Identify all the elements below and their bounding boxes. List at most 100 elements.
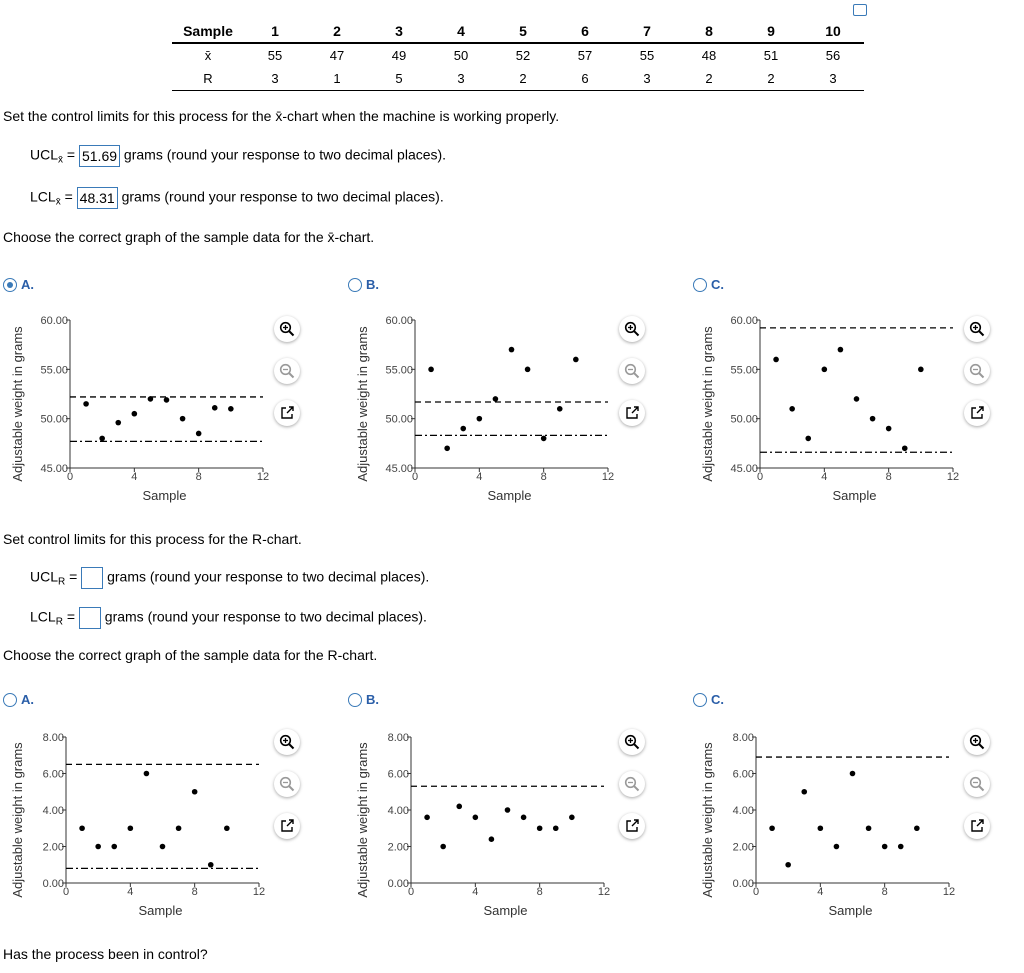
hint: grams (round your response to two decima… bbox=[121, 188, 444, 205]
x-tick-label: 12 bbox=[598, 886, 610, 898]
zoom-out-button[interactable] bbox=[964, 771, 990, 797]
zoom-in-button[interactable] bbox=[274, 729, 300, 755]
xbar-cell: 55 bbox=[639, 48, 655, 63]
data-point bbox=[524, 366, 531, 373]
x-tick-label: 4 bbox=[131, 471, 137, 483]
pop-out-button[interactable] bbox=[619, 400, 645, 426]
y-tick-label: 8.00 bbox=[43, 732, 64, 744]
ucl-r-input[interactable] bbox=[81, 567, 104, 589]
ucl-x-input[interactable]: 51.69 bbox=[78, 145, 121, 167]
samples-cell: 3 bbox=[368, 19, 430, 44]
y-tick-label: 0.00 bbox=[388, 878, 409, 890]
zoom-in-button[interactable] bbox=[964, 729, 990, 755]
pop-out-button[interactable] bbox=[964, 400, 990, 426]
lcl-r-input[interactable] bbox=[78, 607, 101, 629]
data-point bbox=[865, 825, 872, 832]
radio-icon[interactable] bbox=[693, 277, 707, 292]
radio-icon[interactable] bbox=[3, 277, 17, 292]
samples-cell: 7 bbox=[616, 19, 678, 44]
data-point bbox=[869, 415, 876, 422]
xbar-cell: 49 bbox=[391, 48, 407, 63]
data-point bbox=[472, 814, 479, 821]
data-point bbox=[195, 430, 202, 437]
option-label: B. bbox=[366, 692, 379, 707]
radio-icon[interactable] bbox=[693, 692, 707, 707]
zoom-in-icon bbox=[624, 321, 640, 337]
sample-table: Sample 1 2 3 4 5 6 7 8 9 10 x̄ 55 47 49 50 52 57 55 48 51 56… bbox=[172, 19, 864, 91]
zoom-in-button[interactable] bbox=[964, 316, 990, 342]
data-point bbox=[456, 803, 463, 810]
radio-icon[interactable] bbox=[3, 692, 17, 707]
y-axis-label: Adjustable weight in grams bbox=[355, 326, 370, 482]
x-tick-label: 8 bbox=[196, 471, 202, 483]
y-tick-label: 0.00 bbox=[43, 878, 64, 890]
pop-out-button[interactable] bbox=[619, 813, 645, 839]
y-tick-label: 55.00 bbox=[730, 364, 758, 376]
lcl-x-row: LCLx̄ = 48.31 grams (round your response… bbox=[30, 187, 444, 209]
option-radio-xC[interactable]: C. bbox=[693, 276, 724, 294]
footer-question: Has the process been in control? bbox=[3, 946, 208, 962]
pop-out-button[interactable] bbox=[964, 813, 990, 839]
zoom-in-icon bbox=[279, 321, 295, 337]
hint: grams (round your response to two decima… bbox=[123, 146, 447, 163]
y-tick-label: 0.00 bbox=[733, 878, 754, 890]
q1-graph-prompt: Choose the correct graph of the sample d… bbox=[3, 229, 375, 245]
zoom-out-button[interactable] bbox=[619, 358, 645, 384]
x-tick-label: 8 bbox=[882, 886, 888, 898]
zoom-out-button[interactable] bbox=[274, 358, 300, 384]
zoom-in-icon bbox=[624, 734, 640, 750]
lcl-x-input[interactable]: 48.31 bbox=[76, 187, 118, 209]
lcl-label: LCL bbox=[30, 608, 56, 625]
option-radio-rC[interactable]: C. bbox=[693, 691, 724, 709]
samples-cell: 2 bbox=[306, 19, 368, 44]
y-axis-label: Adjustable weight in grams bbox=[10, 326, 25, 482]
pop-out-button[interactable] bbox=[274, 400, 300, 426]
data-point bbox=[552, 825, 559, 832]
r-label: R bbox=[172, 67, 244, 91]
y-tick-label: 45.00 bbox=[385, 463, 413, 475]
copy-icon[interactable] bbox=[853, 4, 867, 16]
y-tick-label: 50.00 bbox=[730, 414, 758, 426]
pop-out-icon bbox=[971, 819, 984, 832]
data-point bbox=[115, 419, 122, 426]
radio-icon[interactable] bbox=[348, 277, 362, 292]
data-point bbox=[536, 825, 543, 832]
zoom-in-button[interactable] bbox=[619, 729, 645, 755]
r-cell: 2 bbox=[678, 67, 740, 91]
x-tick-label: 0 bbox=[753, 886, 759, 898]
zoom-out-icon bbox=[624, 363, 640, 379]
samples-cell: 10 bbox=[802, 19, 864, 44]
equals: = bbox=[64, 188, 73, 205]
pop-out-button[interactable] bbox=[274, 813, 300, 839]
pop-out-icon bbox=[281, 819, 294, 832]
x-tick-label: 8 bbox=[192, 886, 198, 898]
chart-rC: 0.00 2.00 4.00 6.00 8.00 0 4 8 12 Sample Adjustabl… bbox=[700, 732, 955, 918]
ucl-r-row: UCLR = grams (round your response to two… bbox=[30, 567, 429, 589]
radio-icon[interactable] bbox=[348, 692, 362, 707]
chart-rA: 0.00 2.00 4.00 6.00 8.00 0 4 8 12 Sample Adjustabl… bbox=[10, 732, 265, 918]
zoom-out-button[interactable] bbox=[619, 771, 645, 797]
zoom-in-button[interactable] bbox=[619, 316, 645, 342]
header-label: Sample bbox=[172, 19, 244, 44]
zoom-in-button[interactable] bbox=[274, 316, 300, 342]
ucl-label: UCL bbox=[30, 146, 59, 163]
hint: grams (round your response to two decima… bbox=[107, 568, 430, 585]
xbar-cell: 52 bbox=[515, 48, 531, 63]
x-tick-label: 0 bbox=[412, 471, 418, 483]
option-radio-xA[interactable]: A. bbox=[3, 276, 34, 294]
option-radio-xB[interactable]: B. bbox=[348, 276, 379, 294]
y-tick-label: 2.00 bbox=[43, 842, 64, 854]
data-point bbox=[789, 406, 795, 412]
x-tick-label: 12 bbox=[943, 886, 955, 898]
zoom-out-icon bbox=[279, 776, 295, 792]
zoom-out-button[interactable] bbox=[274, 771, 300, 797]
option-radio-rA[interactable]: A. bbox=[3, 691, 34, 709]
hint: grams (round your response to two decima… bbox=[104, 608, 427, 625]
data-point bbox=[817, 825, 824, 832]
zoom-out-button[interactable] bbox=[964, 358, 990, 384]
option-radio-rB[interactable]: B. bbox=[348, 691, 379, 709]
data-point bbox=[520, 814, 527, 821]
r-cell: 2 bbox=[740, 67, 802, 91]
data-point bbox=[159, 843, 166, 850]
x-tick-label: 0 bbox=[757, 471, 763, 483]
